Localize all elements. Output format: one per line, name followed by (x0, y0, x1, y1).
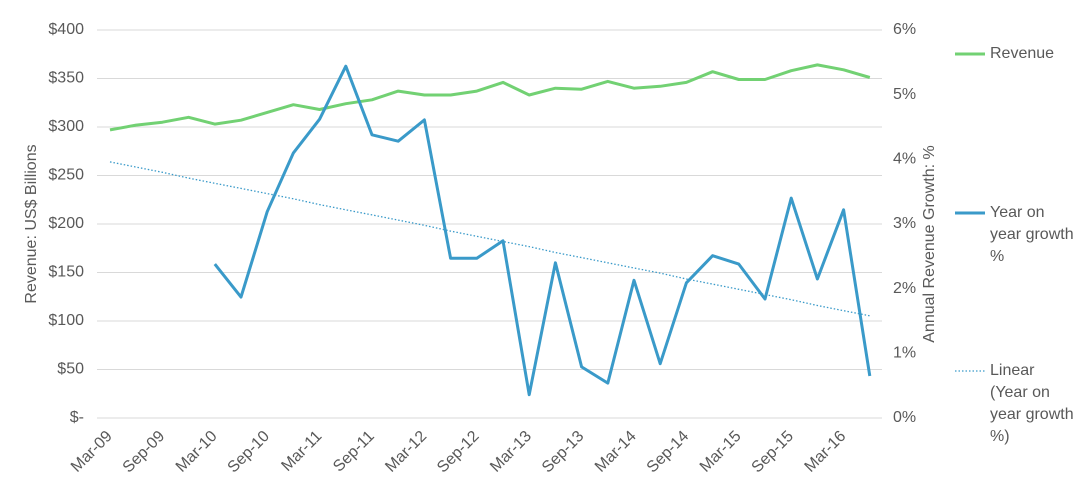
y2-tick-label: 6% (893, 21, 916, 38)
x-tick-label: Sep-09 (120, 428, 169, 477)
x-tick-label: Mar-11 (278, 428, 325, 475)
y-tick-label: $400 (48, 21, 84, 38)
legend-label: Linear (Year on year growth %) (990, 362, 1074, 445)
y-axis-title: Revenue: US$ Billions (23, 144, 40, 303)
y-tick-label: $250 (48, 167, 84, 184)
series-line (213, 64, 872, 397)
x-tick-label: Mar-09 (68, 428, 116, 476)
legend-label: Year on year growth % (990, 204, 1074, 265)
y2-tick-label: 3% (893, 215, 916, 232)
legend-label: Revenue (990, 45, 1055, 62)
x-tick-label: Mar-12 (382, 428, 430, 476)
x-tick-label: Mar-15 (697, 428, 745, 476)
x-tick-label: Sep-15 (749, 428, 798, 477)
x-tick-label: Mar-13 (487, 428, 535, 476)
y-tick-label: $150 (48, 264, 84, 281)
series-line (109, 63, 871, 132)
y2-tick-label: 1% (893, 345, 916, 362)
x-tick-label: Sep-11 (330, 428, 378, 476)
x-tick-label: Sep-13 (539, 428, 588, 477)
x-tick-label: Mar-16 (802, 428, 850, 476)
y2-tick-label: 4% (893, 151, 916, 168)
y-tick-label: $100 (48, 312, 84, 329)
y-tick-label: $300 (48, 118, 84, 135)
x-tick-label: Sep-14 (644, 428, 693, 477)
legend-item: Revenue (990, 45, 1055, 62)
y2-tick-label: 2% (893, 280, 916, 297)
x-tick-label: Sep-12 (434, 428, 483, 477)
y2-axis-title: Annual Revenue Growth: % (921, 145, 938, 342)
y-tick-label: $50 (57, 361, 84, 378)
y-tick-label: $350 (48, 70, 84, 87)
y2-tick-label: 5% (893, 86, 916, 103)
y2-tick-label: 0% (893, 409, 916, 426)
y-tick-label: $- (70, 409, 84, 426)
legend-item: Year on year growth % (990, 204, 1074, 265)
x-tick-label: Mar-10 (173, 428, 221, 476)
y-tick-label: $200 (48, 215, 84, 232)
x-tick-label: Sep-10 (225, 428, 274, 477)
series-line (109, 161, 870, 317)
x-tick-label: Mar-14 (592, 428, 640, 476)
legend-item: Linear (Year on year growth %) (990, 362, 1074, 445)
